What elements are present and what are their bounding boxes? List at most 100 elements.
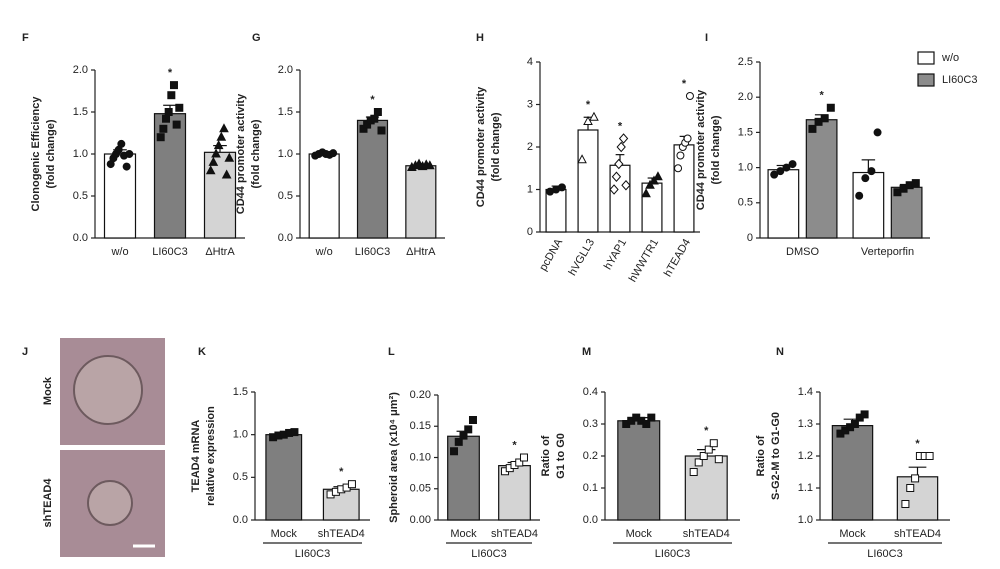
legend-swatch bbox=[917, 73, 935, 87]
significance-star: * bbox=[168, 67, 173, 79]
x-tick-label: hWWTR1 bbox=[627, 237, 661, 284]
y-tick-label: 2.5 bbox=[738, 56, 753, 68]
data-point bbox=[685, 92, 694, 100]
x-tick-label: w/o bbox=[110, 246, 128, 258]
data-point bbox=[609, 184, 619, 195]
y-tick-label: 0.00 bbox=[410, 514, 431, 526]
data-point bbox=[704, 445, 713, 454]
bar bbox=[767, 169, 800, 239]
y-tick-label: 0.10 bbox=[410, 451, 431, 463]
y-tick-label: 1 bbox=[527, 183, 533, 195]
bar bbox=[153, 113, 187, 239]
y-tick-label: 1.0 bbox=[798, 514, 813, 526]
data-point bbox=[867, 167, 876, 176]
data-point bbox=[167, 91, 176, 100]
bar bbox=[265, 434, 303, 521]
data-point bbox=[557, 183, 566, 192]
data-point bbox=[873, 128, 882, 137]
data-point bbox=[694, 458, 703, 467]
data-point bbox=[788, 160, 797, 169]
x-tick-label: hTEAD4 bbox=[662, 237, 693, 279]
y-axis-label: (fold change) bbox=[250, 119, 262, 188]
data-point bbox=[676, 151, 685, 160]
data-point bbox=[117, 139, 126, 148]
x-tick-label: hYAP1 bbox=[602, 237, 629, 272]
legend-label: LI60C3 bbox=[942, 74, 977, 86]
x-tick-label: Mock bbox=[839, 528, 866, 540]
bar bbox=[577, 129, 599, 233]
y-tick-label: 0.3 bbox=[583, 418, 598, 430]
y-tick-label: 0.5 bbox=[278, 190, 293, 202]
y-tick-label: 0.15 bbox=[410, 420, 431, 432]
data-point bbox=[820, 114, 829, 123]
data-point bbox=[683, 134, 692, 143]
bar bbox=[684, 455, 728, 521]
data-point bbox=[213, 140, 224, 150]
data-point bbox=[208, 156, 219, 166]
bar bbox=[545, 188, 567, 233]
y-axis-label: Ratio of bbox=[755, 435, 767, 476]
y-tick-label: 1.0 bbox=[278, 148, 293, 160]
data-point bbox=[464, 425, 473, 434]
data-point bbox=[911, 474, 920, 483]
legend-swatch bbox=[917, 51, 935, 65]
data-point bbox=[221, 169, 232, 179]
data-point bbox=[216, 131, 227, 141]
x-tick-label: shTEAD4 bbox=[491, 528, 538, 540]
y-tick-label: 1.5 bbox=[73, 106, 88, 118]
y-axis-label: G1 to G0 bbox=[555, 433, 567, 479]
y-tick-label: 0.5 bbox=[233, 471, 248, 483]
panel-letter: L bbox=[388, 346, 395, 358]
significance-star: * bbox=[512, 439, 517, 451]
y-tick-label: 1.0 bbox=[233, 429, 248, 441]
data-point bbox=[450, 447, 459, 456]
data-point bbox=[459, 431, 468, 440]
group-label: LI60C3 bbox=[295, 548, 330, 560]
panel-letter: I bbox=[705, 32, 708, 44]
significance-star: * bbox=[704, 425, 709, 437]
data-point bbox=[826, 103, 835, 112]
data-point bbox=[642, 420, 651, 428]
y-tick-label: 0.20 bbox=[410, 389, 431, 401]
y-tick-label: 1.0 bbox=[73, 148, 88, 160]
data-point bbox=[808, 124, 817, 133]
data-point bbox=[860, 410, 869, 419]
data-point bbox=[329, 149, 338, 158]
data-point bbox=[159, 124, 168, 133]
y-tick-label: 0.0 bbox=[233, 514, 248, 526]
y-axis-label: Spheroid area (x10⁴ μm²) bbox=[388, 392, 400, 523]
data-point bbox=[611, 171, 622, 183]
y-axis-label: (fold change) bbox=[45, 119, 57, 188]
data-point bbox=[519, 453, 528, 462]
data-point bbox=[122, 162, 131, 171]
data-point bbox=[614, 158, 624, 170]
y-axis-label: CD44 promoter activity bbox=[475, 86, 487, 207]
x-tick-label: w/o bbox=[315, 246, 333, 258]
bar bbox=[896, 476, 939, 521]
significance-star: * bbox=[682, 78, 687, 90]
significance-star: * bbox=[370, 94, 375, 106]
data-point bbox=[861, 174, 870, 183]
y-tick-label: 0.1 bbox=[583, 482, 598, 494]
data-point bbox=[901, 500, 910, 508]
bar bbox=[308, 153, 340, 239]
panel-letter: K bbox=[198, 346, 206, 358]
data-point bbox=[211, 148, 221, 158]
x-tick-label: Mock bbox=[626, 528, 653, 540]
x-tick-label: shTEAD4 bbox=[318, 528, 365, 540]
data-point bbox=[714, 455, 723, 464]
data-point bbox=[370, 114, 379, 123]
data-point bbox=[164, 108, 173, 116]
significance-star: * bbox=[915, 438, 920, 450]
data-point bbox=[290, 428, 299, 437]
y-tick-label: 1.5 bbox=[233, 386, 248, 398]
bar bbox=[617, 420, 661, 521]
data-point bbox=[776, 167, 785, 176]
image-label: Mock bbox=[42, 376, 54, 405]
y-tick-label: 0.5 bbox=[73, 190, 88, 202]
data-point bbox=[770, 170, 779, 179]
x-tick-label: ΔHtrA bbox=[406, 246, 436, 258]
significance-star: * bbox=[618, 120, 623, 132]
y-axis-label: Ratio of bbox=[540, 435, 552, 476]
